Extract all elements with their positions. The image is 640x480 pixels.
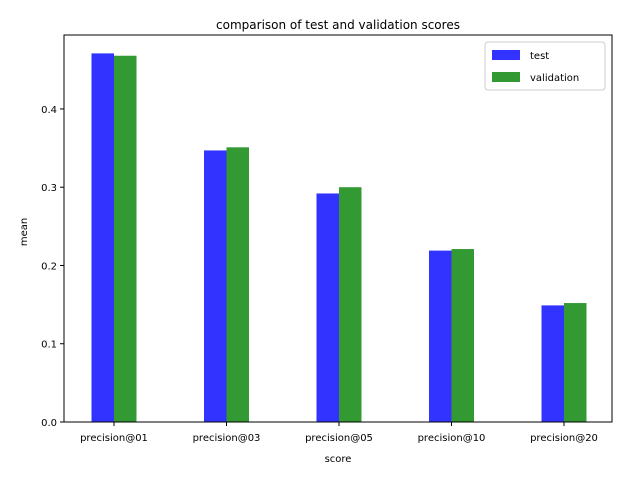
bar-validation-3 — [451, 249, 474, 422]
y-axis: 0.0 0.1 0.2 0.3 0.4 — [41, 105, 64, 429]
legend: test validation — [484, 41, 606, 91]
y-axis-label: mean — [19, 218, 30, 246]
bar-validation-2 — [339, 187, 362, 422]
bar-test-3 — [429, 250, 452, 422]
x-tick-label: precision@10 — [418, 433, 486, 444]
legend-label-validation: validation — [530, 73, 579, 84]
x-tick-label: precision@05 — [305, 433, 373, 444]
y-tick-label: 0.3 — [41, 183, 57, 194]
y-tick-label: 0.0 — [41, 418, 57, 429]
bar-test-1 — [204, 150, 227, 422]
x-tick-label: precision@01 — [80, 433, 148, 444]
bars-layer — [91, 53, 587, 423]
plot-frame — [63, 34, 613, 423]
bar-test-4 — [541, 305, 564, 422]
x-axis: precision@01 precision@03 precision@05 prec… — [80, 422, 598, 444]
bar-validation-1 — [226, 147, 249, 422]
x-tick-label: precision@03 — [193, 433, 261, 444]
legend-swatch-test — [492, 50, 520, 60]
bar-validation-0 — [114, 55, 137, 422]
x-axis-label: score — [325, 454, 352, 465]
bar-test-2 — [316, 193, 339, 422]
y-tick-label: 0.4 — [41, 105, 57, 116]
legend-label-test: test — [530, 51, 549, 62]
y-tick-label: 0.1 — [41, 340, 57, 351]
x-tick-label: precision@20 — [530, 433, 598, 444]
bar-test-0 — [91, 53, 114, 423]
bar-validation-4 — [564, 303, 587, 422]
y-tick-label: 0.2 — [41, 261, 57, 272]
legend-swatch-validation — [492, 72, 520, 82]
chart-title: comparison of test and validation scores — [216, 18, 460, 32]
